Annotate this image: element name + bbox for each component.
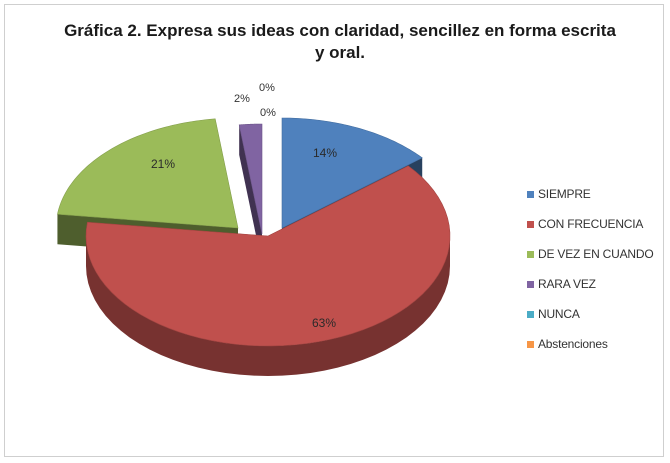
legend-item-de-vez-en-cuando: DE VEZ EN CUANDO xyxy=(527,243,654,265)
data-label-rara-vez: 2% xyxy=(234,93,250,105)
legend-label: DE VEZ EN CUANDO xyxy=(538,247,654,261)
legend-item-siempre: SIEMPRE xyxy=(527,183,653,205)
legend-item-rara-vez: RARA VEZ xyxy=(527,273,653,295)
data-label-siempre: 14% xyxy=(313,146,337,160)
chart-title: Gráfica 2. Expresa sus ideas con clarida… xyxy=(64,21,616,62)
pie-slice-con-frecuencia xyxy=(85,165,451,347)
legend-label: NUNCA xyxy=(538,307,580,321)
legend-swatch xyxy=(527,220,534,228)
pie-slice-side xyxy=(86,236,450,376)
legend-swatch xyxy=(527,340,534,348)
legend-label: Abstenciones xyxy=(538,337,608,351)
legend-swatch xyxy=(527,250,534,258)
legend-item-nunca: NUNCA xyxy=(527,303,653,325)
chart-legend: SIEMPRE CON FRECUENCIA DE VEZ EN CUANDO … xyxy=(527,183,654,363)
legend-item-abstenciones: Abstenciones xyxy=(527,333,653,355)
legend-swatch xyxy=(527,280,534,288)
pie-top-layer xyxy=(57,117,451,347)
legend-swatch xyxy=(527,190,534,198)
pie-slice-cut-face xyxy=(239,124,262,264)
pie-slice-de-vez-en-cuando xyxy=(57,118,239,229)
data-label-de-vez-en-cuando: 21% xyxy=(151,157,175,171)
pie-slice-rara-vez xyxy=(238,123,263,235)
data-label-con-frecuencia: 63% xyxy=(312,316,336,330)
legend-item-con-frecuencia: CON FRECUENCIA xyxy=(527,213,653,235)
legend-label: CON FRECUENCIA xyxy=(538,217,644,231)
legend-label: SIEMPRE xyxy=(538,187,591,201)
data-label-abstenciones: 0% xyxy=(260,107,276,119)
data-label-nunca: 0% xyxy=(259,82,275,94)
pie-label-layer: 14% 63% 21% 2% 0% 0% xyxy=(151,82,337,330)
legend-swatch xyxy=(527,310,534,318)
pie-slice-siempre xyxy=(281,117,423,229)
legend-label: RARA VEZ xyxy=(538,277,596,291)
